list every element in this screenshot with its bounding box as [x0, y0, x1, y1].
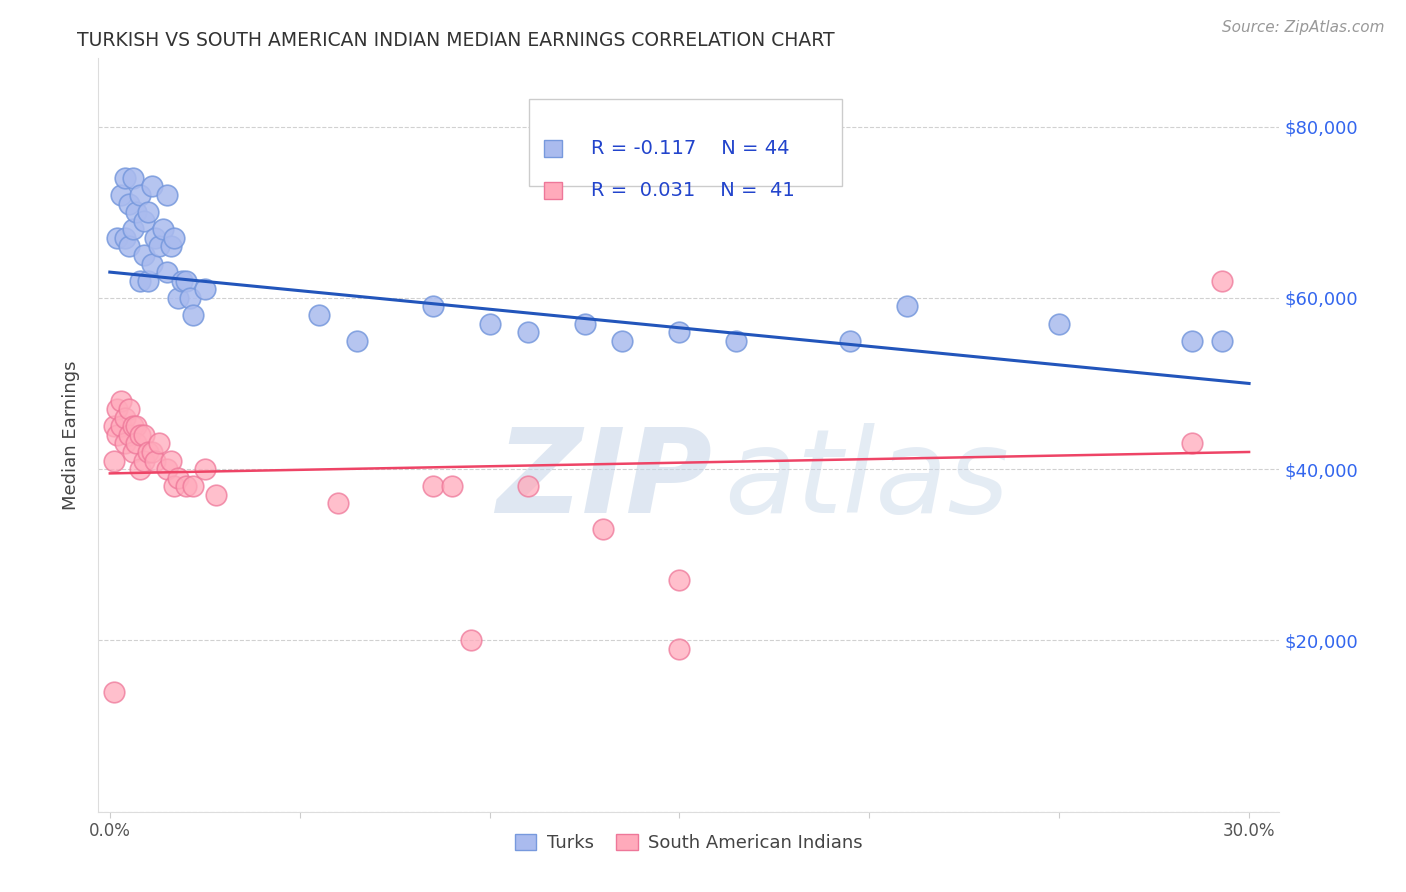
Point — [668, 574, 690, 588]
Legend: Turks, South American Indians: Turks, South American Indians — [508, 827, 870, 859]
Point — [170, 274, 193, 288]
Point — [1211, 334, 1233, 348]
Point — [132, 428, 155, 442]
Point — [194, 462, 217, 476]
Text: TURKISH VS SOUTH AMERICAN INDIAN MEDIAN EARNINGS CORRELATION CHART: TURKISH VS SOUTH AMERICAN INDIAN MEDIAN … — [77, 31, 835, 50]
Point — [668, 642, 690, 657]
Point — [125, 436, 148, 450]
Point — [1181, 334, 1204, 348]
Point — [132, 213, 155, 227]
Point — [159, 453, 181, 467]
Point — [141, 445, 163, 459]
Point — [129, 188, 152, 202]
Text: Source: ZipAtlas.com: Source: ZipAtlas.com — [1222, 20, 1385, 35]
Point — [574, 317, 596, 331]
Point — [205, 488, 228, 502]
Text: R = -0.117    N = 44: R = -0.117 N = 44 — [591, 139, 789, 158]
Point — [145, 453, 167, 467]
Point — [136, 274, 159, 288]
Point — [118, 428, 141, 442]
Point — [141, 256, 163, 270]
Point — [422, 479, 444, 493]
Point — [125, 419, 148, 434]
Point — [145, 231, 167, 245]
Point — [103, 685, 125, 699]
Point — [114, 436, 136, 450]
Point — [148, 239, 170, 253]
Point — [346, 334, 368, 348]
Point — [1047, 317, 1070, 331]
Point — [440, 479, 463, 493]
Point — [422, 299, 444, 313]
Point — [103, 419, 125, 434]
Point — [121, 170, 143, 185]
Point — [110, 419, 132, 434]
Point — [174, 479, 197, 493]
Point — [478, 317, 501, 331]
Point — [174, 274, 197, 288]
Point — [121, 419, 143, 434]
Text: ZIP: ZIP — [496, 423, 713, 538]
Point — [152, 222, 174, 236]
Point — [326, 496, 349, 510]
Point — [129, 462, 152, 476]
FancyBboxPatch shape — [544, 140, 562, 157]
Point — [114, 231, 136, 245]
Point — [156, 188, 179, 202]
Point — [136, 205, 159, 219]
Point — [612, 334, 634, 348]
Point — [516, 325, 538, 339]
Point — [460, 633, 482, 648]
Point — [129, 428, 152, 442]
Point — [118, 196, 141, 211]
Point — [136, 445, 159, 459]
Point — [107, 402, 129, 417]
FancyBboxPatch shape — [544, 182, 562, 199]
Point — [163, 231, 186, 245]
Point — [107, 231, 129, 245]
Point — [592, 522, 614, 536]
Text: atlas: atlas — [724, 423, 1010, 537]
Point — [159, 239, 181, 253]
Point — [121, 445, 143, 459]
Point — [896, 299, 918, 313]
Point — [141, 179, 163, 194]
Point — [118, 402, 141, 417]
Point — [167, 291, 190, 305]
Point — [1211, 274, 1233, 288]
Point — [183, 308, 205, 322]
Point — [114, 410, 136, 425]
Point — [163, 479, 186, 493]
FancyBboxPatch shape — [530, 99, 842, 186]
Point — [107, 428, 129, 442]
Point — [121, 222, 143, 236]
Point — [156, 462, 179, 476]
Point — [839, 334, 862, 348]
Point — [110, 188, 132, 202]
Point — [114, 170, 136, 185]
Point — [167, 471, 190, 485]
Point — [132, 248, 155, 262]
Point — [1181, 436, 1204, 450]
Point — [194, 282, 217, 296]
Text: R =  0.031    N =  41: R = 0.031 N = 41 — [591, 181, 794, 200]
Point — [156, 265, 179, 279]
Point — [110, 393, 132, 408]
Point — [179, 291, 201, 305]
Point — [132, 453, 155, 467]
Point — [725, 334, 748, 348]
Point — [118, 239, 141, 253]
Y-axis label: Median Earnings: Median Earnings — [62, 360, 80, 509]
Point — [516, 479, 538, 493]
Point — [129, 274, 152, 288]
Point — [103, 453, 125, 467]
Point — [308, 308, 330, 322]
Point — [668, 325, 690, 339]
Point — [148, 436, 170, 450]
Point — [125, 205, 148, 219]
Point — [183, 479, 205, 493]
